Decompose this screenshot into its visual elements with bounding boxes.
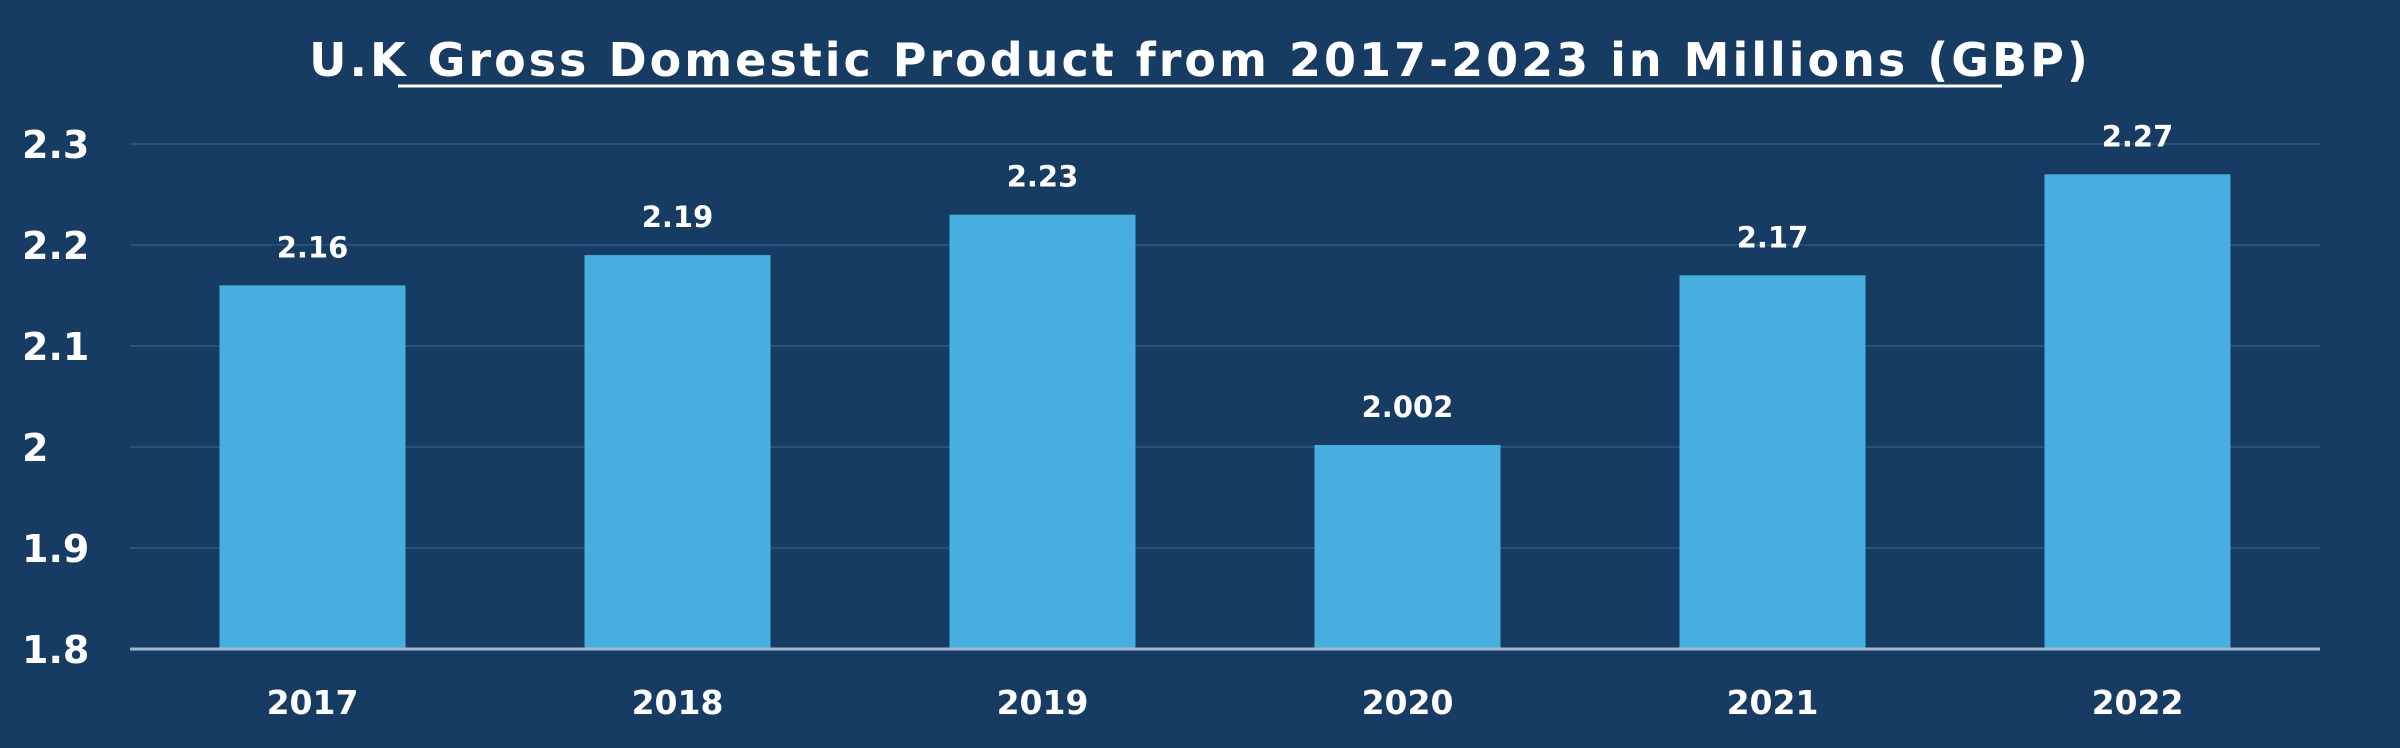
y-tick-label: 2.3	[22, 123, 89, 167]
bar-2019	[949, 214, 1136, 649]
data-label: 2.19	[642, 200, 714, 234]
gridlines	[130, 143, 2320, 549]
data-label: 2.002	[1362, 390, 1454, 424]
bar-2021	[1679, 275, 1866, 649]
data-label: 2.27	[2102, 119, 2174, 153]
x-tick-label: 2017	[267, 683, 359, 722]
x-tick-label: 2018	[632, 683, 724, 722]
data-label: 2.16	[277, 230, 349, 264]
bars	[219, 174, 2231, 650]
x-tick-label: 2021	[1727, 683, 1819, 722]
data-label: 2.17	[1737, 220, 1809, 254]
bar-2017	[219, 285, 406, 649]
y-tick-label: 1.8	[22, 628, 89, 672]
bar-2022	[2044, 174, 2231, 650]
chart-title: U.K Gross Domestic Product from 2017-202…	[309, 33, 2091, 87]
y-axis-ticks: 1.8 1.9 2 2.1 2.2 2.3	[22, 123, 89, 672]
y-tick-label: 1.9	[22, 527, 89, 571]
bar-2020	[1314, 444, 1501, 649]
x-axis-ticks: 2017 2018 2019 2020 2021 2022	[267, 683, 2184, 722]
y-tick-label: 2.2	[22, 224, 89, 268]
data-labels: 2.16 2.19 2.23 2.002 2.17 2.27	[277, 119, 2174, 424]
x-tick-label: 2020	[1362, 683, 1454, 722]
y-tick-label: 2.1	[22, 325, 89, 369]
x-tick-label: 2019	[997, 683, 1089, 722]
bar-2018	[584, 255, 771, 649]
y-tick-label: 2	[22, 426, 48, 470]
data-label: 2.23	[1007, 160, 1079, 194]
x-tick-label: 2022	[2092, 683, 2184, 722]
